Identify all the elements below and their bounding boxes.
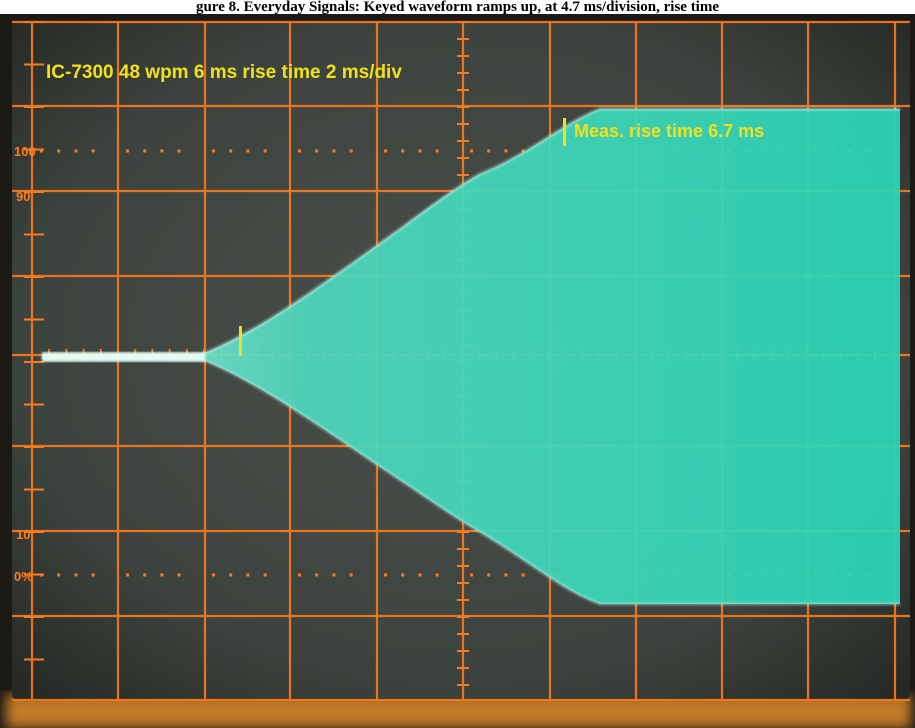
reference-dot (332, 149, 336, 153)
trace-baseline-glow (42, 352, 205, 362)
reference-dot (504, 573, 508, 577)
keyed-waveform-trace (42, 108, 900, 605)
reference-dot (126, 573, 129, 577)
reference-dot (263, 149, 267, 153)
rise-start-marker (239, 326, 242, 356)
reference-dot (177, 149, 181, 153)
reference-dot (229, 573, 233, 577)
graticule-label-100: 100 (14, 144, 36, 159)
reference-dot (504, 149, 508, 153)
reference-dot (470, 573, 473, 577)
reference-dot (229, 149, 233, 153)
reference-dot (384, 573, 387, 577)
reference-dot (349, 149, 353, 153)
reference-dot (384, 149, 387, 153)
reference-dot (401, 149, 405, 153)
graticule-label-10: 10 (16, 527, 30, 542)
reference-dot (298, 573, 301, 577)
reference-dot (521, 573, 525, 577)
reference-dot (57, 149, 61, 153)
reference-dot (487, 149, 491, 153)
reference-dot (470, 149, 473, 153)
reference-dot (298, 149, 301, 153)
rise-end-marker (563, 118, 566, 146)
reference-dot (246, 149, 250, 153)
reference-dot (246, 573, 250, 577)
reference-dot (418, 149, 422, 153)
reference-dot (212, 573, 215, 577)
reference-dot (263, 573, 267, 577)
reference-dot (126, 149, 129, 153)
oscilloscope-screen: IC-7300 48 wpm 6 ms rise time 2 ms/div M… (0, 14, 915, 728)
reference-dot (315, 149, 319, 153)
reference-dot (143, 573, 147, 577)
reference-dot (418, 573, 422, 577)
graticule-label-90: 90 (16, 189, 30, 204)
reference-dot (74, 573, 78, 577)
trace-lower-edge (199, 358, 900, 605)
scope-title-text: IC-7300 48 wpm 6 ms rise time 2 ms/div (46, 62, 402, 83)
reference-dot (40, 149, 43, 153)
reference-dot (160, 149, 164, 153)
reference-dot (332, 573, 336, 577)
reference-dot (160, 573, 164, 577)
rise-time-measurement-text: Meas. rise time 6.7 ms (574, 121, 764, 141)
reference-dot (74, 149, 78, 153)
graticule-label-0pct: 0% (14, 569, 33, 584)
reference-dot (401, 573, 405, 577)
reference-dot (177, 573, 181, 577)
reference-dot (40, 573, 43, 577)
reference-dot (435, 573, 439, 577)
trace-envelope (42, 109, 900, 604)
reference-dot (143, 149, 147, 153)
reference-dot (212, 149, 215, 153)
reference-dot (91, 573, 95, 577)
trace-upper-edge (199, 108, 900, 356)
reference-dot (521, 149, 525, 153)
reference-dot (349, 573, 353, 577)
reference-dot (435, 149, 439, 153)
reference-dot (91, 149, 95, 153)
reference-dot (315, 573, 319, 577)
reference-dot (57, 573, 61, 577)
reference-dot (487, 573, 491, 577)
